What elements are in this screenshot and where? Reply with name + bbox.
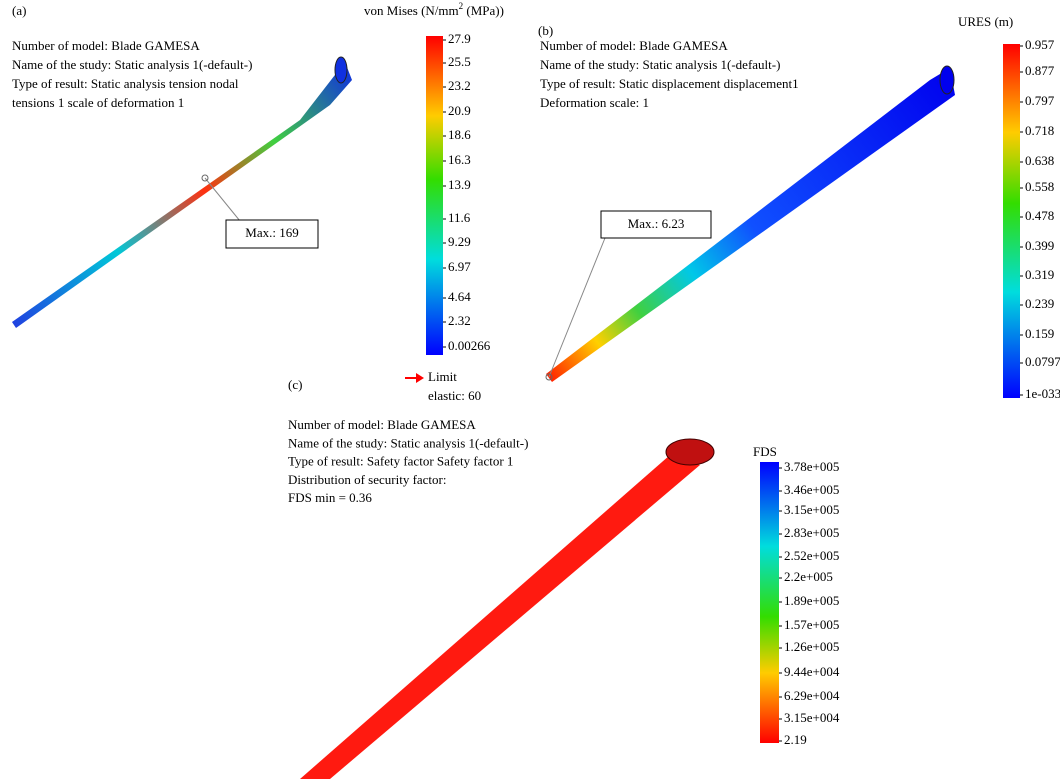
tick-label: 2.19: [784, 732, 807, 747]
colorbar: [760, 462, 779, 743]
limit-label: elastic: 60: [428, 388, 481, 403]
colorbar: [426, 36, 443, 355]
tick-label: 0.638: [1025, 153, 1054, 168]
info-line: Distribution of security factor:: [288, 472, 447, 487]
info-line: Name of the study: Static analysis 1(-de…: [288, 435, 528, 450]
max-label: Max.: 169: [245, 225, 298, 240]
tick-label: 9.44e+004: [784, 664, 840, 679]
tick-label: 1.26e+005: [784, 639, 839, 654]
info-line: Type of result: Static analysis tension …: [12, 76, 239, 91]
limit-label: Limit: [428, 369, 457, 384]
info-line: Number of model: Blade GAMESA: [540, 38, 728, 53]
tick-label: 0.797: [1025, 93, 1055, 108]
info-line: Type of result: Static displacement disp…: [540, 76, 799, 91]
hub-c: [666, 439, 714, 465]
figure: von Mises (N/mm2 (MPa)) (a) Number of mod…: [0, 0, 1060, 779]
panel-label: (b): [538, 23, 553, 38]
hub-a: [335, 57, 347, 83]
info-line: FDS min = 0.36: [288, 490, 372, 505]
hub-b: [940, 66, 954, 94]
legend-title: FDS: [753, 444, 777, 459]
callout-line: [205, 178, 240, 221]
tick-label: 1.57e+005: [784, 617, 839, 632]
tick-label: 2.83e+005: [784, 525, 839, 540]
tick-label: 0.159: [1025, 326, 1054, 341]
max-label: Max.: 6.23: [628, 216, 685, 231]
tick-label: 20.9: [448, 103, 471, 118]
tick-label: 2.52e+005: [784, 548, 839, 563]
limit-arrowhead: [416, 373, 424, 383]
panel-label: (a): [12, 3, 26, 18]
tick-label: 6.29e+004: [784, 688, 840, 703]
tick-label: 16.3: [448, 152, 471, 167]
tick-label: 9.29: [448, 234, 471, 249]
tick-label: 0.0797: [1025, 354, 1060, 369]
tick-label: 0.718: [1025, 123, 1054, 138]
tick-label: 1.89e+005: [784, 593, 839, 608]
tick-label: 0.558: [1025, 179, 1054, 194]
colorbar: [1003, 44, 1020, 398]
tick-label: 0.478: [1025, 208, 1054, 223]
tick-label: 27.9: [448, 31, 471, 46]
info-line: Number of model: Blade GAMESA: [288, 417, 476, 432]
info-line: Name of the study: Static analysis 1(-de…: [540, 57, 780, 72]
title-part: (MPa)): [463, 3, 504, 18]
tick-label: 0.877: [1025, 63, 1055, 78]
info-line: tensions 1 scale of deformation 1: [12, 95, 184, 110]
tick-label: 2.32: [448, 313, 471, 328]
tick-label: 2.2e+005: [784, 569, 833, 584]
tick-label: 0.319: [1025, 267, 1054, 282]
tick-label: 0.239: [1025, 296, 1054, 311]
tick-label: 3.15e+004: [784, 710, 840, 725]
info-line: Name of the study: Static analysis 1(-de…: [12, 57, 252, 72]
tick-label: 3.78e+005: [784, 459, 839, 474]
tick-label: 25.5: [448, 54, 471, 69]
tick-label: 13.9: [448, 177, 471, 192]
tick-label: 3.15e+005: [784, 502, 839, 517]
legend-title: URES (m): [958, 14, 1013, 29]
panel-label: (c): [288, 377, 302, 392]
info-line: Deformation scale: 1: [540, 95, 649, 110]
info-line: Number of model: Blade GAMESA: [12, 38, 200, 53]
tick-label: 6.97: [448, 259, 471, 274]
tick-label: 0.957: [1025, 37, 1055, 52]
tick-label: 4.64: [448, 289, 471, 304]
tick-label: 23.2: [448, 78, 471, 93]
tick-label: 0.00266: [448, 338, 491, 353]
legend-title: von Mises (N/mm2 (MPa)): [364, 1, 504, 18]
tick-label: 1e-033: [1025, 386, 1060, 401]
tick-label: 11.6: [448, 210, 471, 225]
tick-label: 3.46e+005: [784, 482, 839, 497]
title-part: von Mises (N/mm: [364, 3, 459, 18]
tick-label: 0.399: [1025, 238, 1054, 253]
tick-label: 18.6: [448, 127, 471, 142]
info-line: Type of result: Safety factor Safety fac…: [288, 454, 513, 469]
